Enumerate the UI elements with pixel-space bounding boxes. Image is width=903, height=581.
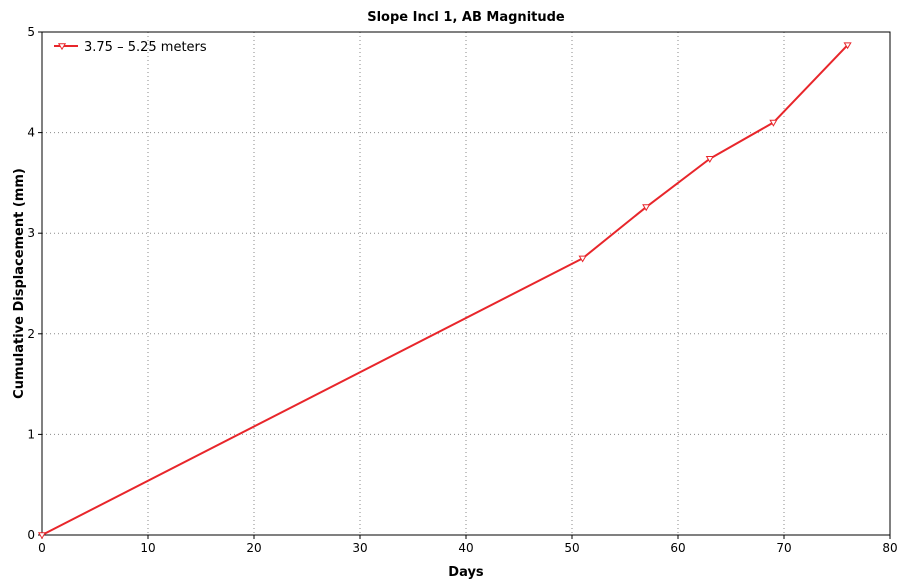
- x-tick-label: 70: [776, 541, 791, 555]
- legend: 3.75 – 5.25 meters: [54, 40, 207, 55]
- y-tick-label: 2: [27, 327, 35, 341]
- data-point: [578, 255, 587, 263]
- data-point: [769, 119, 778, 127]
- data-point: [37, 532, 47, 540]
- x-axis-label: Days: [448, 565, 484, 580]
- y-axis-label: Cumulative Displacement (mm): [12, 168, 27, 399]
- y-tick-label: 1: [27, 427, 35, 441]
- x-tick-label: 20: [246, 541, 261, 555]
- y-tick-label: 4: [27, 126, 35, 140]
- x-tick-label: 60: [670, 541, 685, 555]
- x-tick-label: 0: [38, 541, 46, 555]
- series-layer: [37, 42, 852, 540]
- data-point: [642, 204, 651, 212]
- x-tick-label: 30: [352, 541, 367, 555]
- tick-layer: 0 10 20 30 40 50 60 70 80 0 1 2 3 4 5: [27, 25, 897, 555]
- legend-marker: [57, 43, 67, 51]
- chart-title: Slope Incl 1, AB Magnitude: [367, 10, 565, 25]
- data-point: [843, 42, 852, 50]
- y-tick-label: 0: [27, 528, 35, 542]
- data-point: [705, 156, 714, 163]
- x-tick-label: 50: [564, 541, 579, 555]
- y-tick-label: 5: [27, 25, 35, 39]
- x-tick-label: 40: [458, 541, 473, 555]
- plot-frame: [41, 31, 891, 536]
- x-tick-label: 80: [882, 541, 897, 555]
- series-line: [41, 44, 849, 536]
- x-tick-label: 10: [140, 541, 155, 555]
- y-tick-label: 3: [27, 226, 35, 240]
- grid-layer: [42, 32, 890, 535]
- legend-label: 3.75 – 5.25 meters: [84, 40, 207, 55]
